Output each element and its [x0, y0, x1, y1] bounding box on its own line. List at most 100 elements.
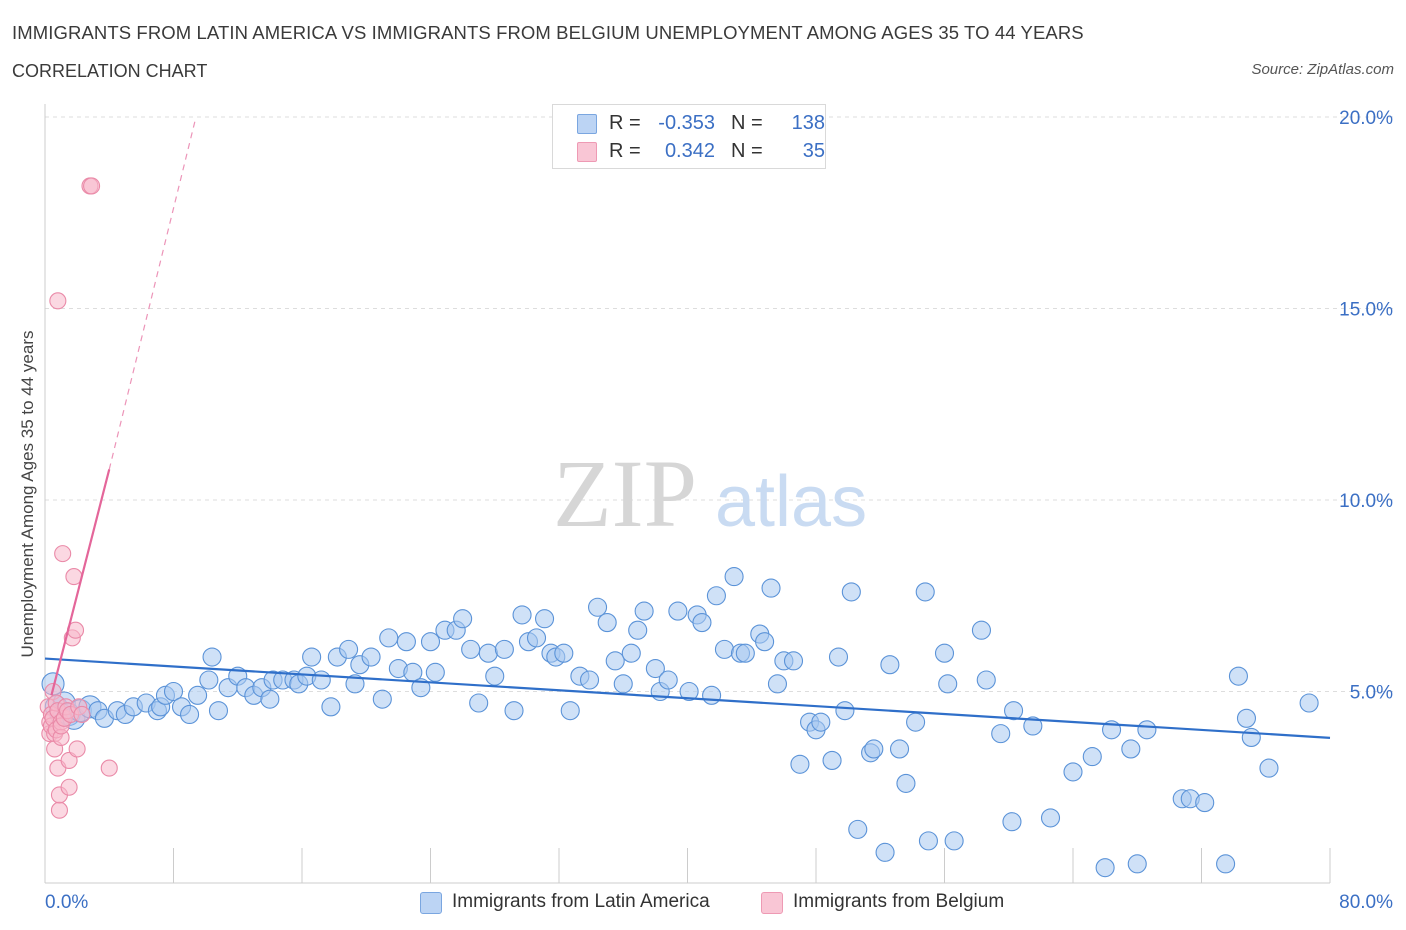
data-point-latin-america	[634, 601, 654, 621]
data-point-latin-america	[526, 628, 547, 648]
data-point-latin-america	[934, 643, 955, 663]
y-tick-label: 20.0%	[1339, 108, 1393, 129]
data-point-latin-america	[835, 701, 855, 721]
data-point-latin-america	[1040, 808, 1061, 828]
source-credit: Source: ZipAtlas.com	[1251, 61, 1394, 78]
data-point-latin-america	[991, 724, 1011, 744]
data-point-latin-america	[944, 831, 964, 851]
data-point-latin-america	[880, 655, 900, 675]
data-point-latin-america	[1095, 858, 1115, 878]
data-point-latin-america	[504, 701, 524, 721]
data-point-latin-america	[1241, 727, 1261, 748]
data-point-latin-america	[379, 628, 399, 648]
data-point-latin-america	[180, 704, 200, 725]
data-point-latin-america	[411, 678, 431, 698]
data-point-latin-america	[1121, 739, 1141, 759]
data-point-latin-america	[679, 681, 699, 702]
axes	[44, 104, 1331, 884]
data-point-latin-america	[1004, 701, 1024, 721]
data-point-latin-america	[1299, 693, 1319, 713]
data-point-latin-america	[208, 701, 229, 721]
data-point-latin-america	[668, 601, 688, 621]
data-point-latin-america	[755, 632, 775, 652]
legend-swatch-blue	[577, 114, 597, 134]
legend-n-label: N =	[731, 112, 763, 134]
data-point-latin-america	[906, 712, 926, 732]
chart-title: IMMIGRANTS FROM LATIN AMERICA VS IMMIGRA…	[12, 22, 1084, 43]
data-point-latin-america	[321, 697, 341, 717]
data-point-latin-america	[724, 567, 744, 587]
watermark: ZIP atlas	[553, 440, 867, 547]
y-axis-label: Unemployment Among Ages 35 to 44 years	[18, 330, 37, 658]
data-point-latin-america	[587, 597, 608, 617]
data-point-latin-america	[875, 842, 895, 862]
x-tick-label: 0.0%	[45, 892, 88, 913]
data-point-latin-america	[372, 689, 392, 709]
legend-n-value: 138	[791, 112, 825, 134]
data-point-latin-america	[453, 609, 473, 629]
data-point-latin-america	[761, 578, 781, 598]
data-point-latin-america	[202, 647, 222, 667]
data-point-latin-america	[1002, 812, 1022, 832]
data-point-latin-america	[828, 647, 849, 667]
data-point-latin-america	[597, 613, 617, 633]
data-point-latin-america	[554, 643, 574, 663]
data-point-latin-america	[420, 632, 441, 652]
grid-lines	[45, 116, 1395, 692]
data-point-latin-america	[1127, 854, 1147, 874]
data-point-latin-america	[579, 670, 600, 690]
data-point-latin-america	[396, 632, 416, 652]
trend-line-latin-america	[44, 657, 1331, 739]
data-point-latin-america	[1216, 854, 1236, 874]
legend-n-label: N =	[731, 140, 763, 162]
tick-labels: 5.0% 10.0% 15.0% 20.0% 0.0% 80.0%	[45, 108, 1393, 913]
data-point-latin-america	[848, 819, 868, 839]
data-point-belgium	[83, 177, 101, 195]
trend-line-belgium-extension	[108, 116, 197, 470]
data-point-latin-america	[1195, 793, 1215, 813]
data-point-belgium	[54, 545, 72, 563]
data-point-belgium	[50, 801, 69, 819]
trend-line-belgium	[50, 469, 111, 696]
data-point-latin-america	[361, 647, 381, 667]
data-point-latin-america	[915, 582, 935, 602]
data-point-latin-america	[621, 643, 641, 663]
data-point-latin-america	[706, 586, 726, 606]
data-point-latin-america	[345, 674, 365, 694]
data-point-latin-america	[613, 674, 633, 694]
data-point-belgium	[60, 778, 78, 796]
legend-n-value: 35	[802, 140, 825, 162]
data-point-latin-america	[302, 647, 322, 667]
data-point-latin-america	[714, 639, 734, 659]
data-point-latin-america	[311, 670, 331, 690]
data-point-latin-america	[767, 674, 788, 694]
data-point-latin-america	[260, 689, 280, 709]
data-point-latin-america	[841, 582, 861, 602]
chart-subtitle: CORRELATION CHART	[12, 61, 208, 81]
data-point-latin-america	[896, 773, 916, 793]
data-point-latin-america	[692, 613, 712, 633]
data-point-latin-america	[425, 662, 445, 682]
x-tick-label: 80.0%	[1339, 892, 1393, 913]
data-point-latin-america	[1236, 708, 1257, 728]
legend-swatch-pink	[577, 142, 597, 162]
data-point-latin-america	[1023, 716, 1043, 736]
data-point-latin-america	[645, 658, 665, 679]
legend-swatch-blue	[420, 892, 442, 914]
data-point-latin-america	[811, 712, 831, 732]
legend-r-value: 0.342	[664, 140, 715, 162]
legend-r-value: -0.353	[658, 112, 715, 134]
data-point-latin-america	[534, 609, 555, 629]
data-point-latin-america	[790, 754, 810, 774]
stats-legend: R = -0.353 N = 138 R = 0.342 N = 35	[552, 104, 826, 169]
data-point-latin-america	[864, 739, 884, 759]
series-latin-america	[41, 567, 1319, 878]
y-tick-label: 5.0%	[1350, 683, 1393, 704]
data-point-latin-america	[339, 639, 359, 659]
series-belgium	[39, 177, 118, 819]
data-point-latin-america	[560, 701, 580, 721]
data-point-latin-america	[971, 620, 991, 640]
watermark-zip: ZIP	[553, 440, 697, 547]
data-point-latin-america	[889, 739, 910, 759]
